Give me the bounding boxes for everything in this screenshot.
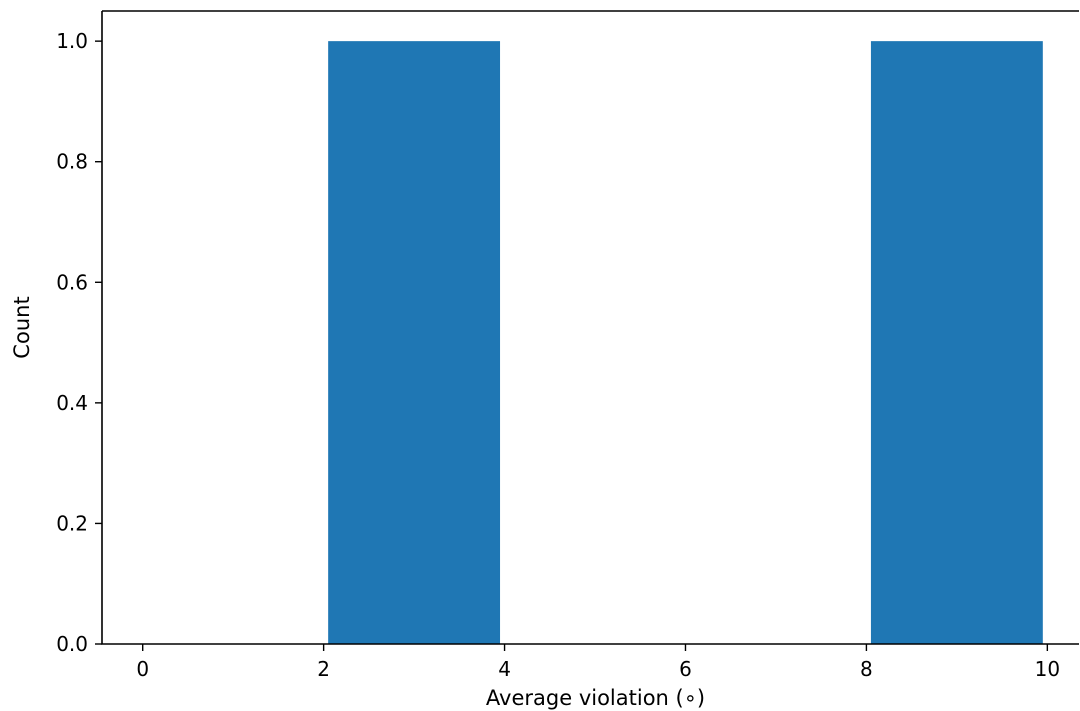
y-tick-label: 0.8 — [56, 150, 88, 174]
x-tick-label: 6 — [679, 657, 692, 681]
histogram-bar-0 — [328, 41, 501, 644]
x-tick-label: 4 — [498, 657, 511, 681]
x-tick-label: 2 — [317, 657, 330, 681]
x-tick-label: 10 — [1035, 657, 1060, 681]
axes-spines — [101, 10, 1079, 645]
x-tick-label: 0 — [136, 657, 149, 681]
y-tick-label: 0.0 — [56, 632, 88, 656]
x-axis-label: Average violation (∘) — [486, 686, 705, 710]
y-axis-label: Count — [10, 296, 34, 358]
y-tick-label: 0.4 — [56, 391, 88, 415]
bars-group — [328, 41, 1043, 644]
y-tick-label: 0.6 — [56, 270, 88, 294]
x-axis-ticks: 0 2 4 6 8 10 — [136, 644, 1060, 681]
x-tick-label: 8 — [860, 657, 873, 681]
y-tick-label: 0.2 — [56, 511, 88, 535]
y-axis-ticks: 0.0 0.2 0.4 0.6 0.8 1.0 — [56, 29, 102, 656]
y-tick-label: 1.0 — [56, 29, 88, 53]
histogram-bar-1 — [870, 41, 1043, 644]
